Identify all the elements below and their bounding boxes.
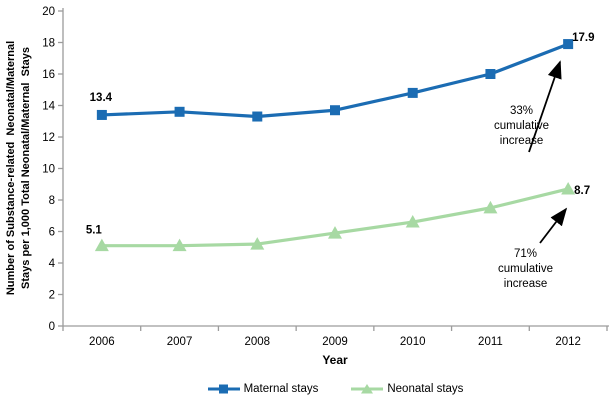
y-axis-title: Number of Substance-related Neonatal/Mat… <box>5 40 32 296</box>
neonatal-stays-marker <box>483 200 498 214</box>
y-tick-label: 2 <box>49 290 55 302</box>
legend-label-maternal: Maternal stays <box>243 383 319 395</box>
maternal-stays-marker <box>174 106 185 117</box>
x-tick-label: 2006 <box>89 336 115 348</box>
annotation-maternal-cumulative-increase: 33% cumulative increase <box>494 105 549 147</box>
legend: Maternal stays Neonatal stays <box>63 380 607 398</box>
neonatal-stays-value-label: 5.1 <box>86 225 103 237</box>
x-tick-label: 2008 <box>244 336 270 348</box>
maternal-stays-swatch-icon <box>207 384 240 394</box>
legend-item-maternal: Maternal stays <box>207 383 319 395</box>
neonatal-stays-marker <box>561 181 576 195</box>
y-tick-label: 8 <box>49 195 55 207</box>
neonatal-stays-value-label: 8.7 <box>574 185 590 197</box>
maternal-stays-value-label: 13.4 <box>90 92 113 104</box>
x-axis-title: Year <box>322 353 348 367</box>
legend-item-neonatal: Neonatal stays <box>350 383 463 395</box>
x-tick-label: 2012 <box>555 336 581 348</box>
maternal-stays-marker <box>330 105 340 116</box>
arrow-to-neonatal-2012 <box>539 207 568 244</box>
neonatal-stays-marker <box>328 226 342 239</box>
maternal-stays-marker <box>563 39 574 50</box>
x-tick-label: 2007 <box>167 336 193 348</box>
legend-label-neonatal: Neonatal stays <box>387 383 464 395</box>
maternal-stays-marker <box>485 69 496 79</box>
y-tick-label: 6 <box>49 227 55 239</box>
x-tick-label: 2010 <box>400 336 426 348</box>
x-tick-label: 2009 <box>322 336 348 348</box>
y-tick-label: 20 <box>42 6 55 18</box>
neonatal-stays-swatch-icon <box>351 384 384 394</box>
maternal-stays-marker <box>96 109 107 120</box>
x-tick-label: 2011 <box>478 336 503 348</box>
neonatal-stays-marker <box>94 238 109 252</box>
neonatal-stays-marker <box>405 215 420 228</box>
y-tick-label: 14 <box>42 101 55 113</box>
y-tick-label: 4 <box>49 258 56 270</box>
y-tick-label: 12 <box>42 132 55 144</box>
neonatal-stays-marker <box>172 238 187 252</box>
y-tick-label: 0 <box>49 321 55 333</box>
annotation-neonatal-cumulative-increase: 71% cumulative increase <box>498 248 553 290</box>
arrow-to-maternal-2012 <box>528 60 562 153</box>
y-tick-label: 18 <box>42 38 55 50</box>
maternal-stays-marker <box>407 87 418 98</box>
y-tick-label: 16 <box>42 69 55 81</box>
maternal-stays-value-label: 17.9 <box>572 32 594 44</box>
maternal-stays-marker <box>252 111 263 122</box>
neonatal-stays-marker <box>250 237 265 250</box>
y-tick-label: 10 <box>42 164 55 176</box>
